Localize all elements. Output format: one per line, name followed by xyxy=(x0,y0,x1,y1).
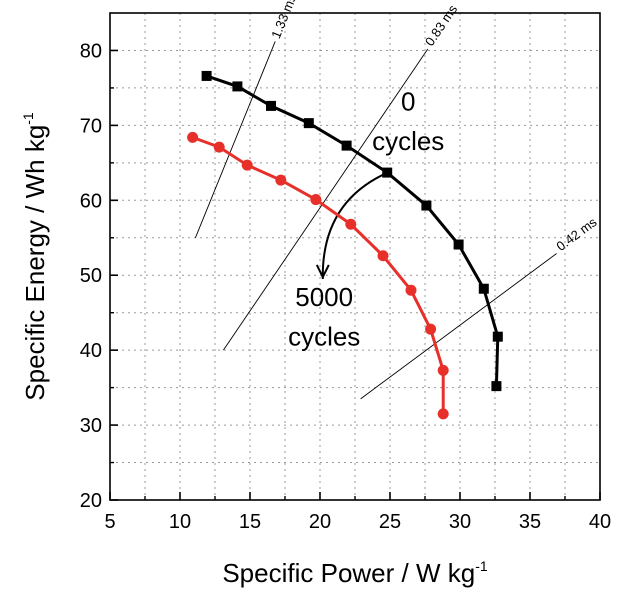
y-axis-title-sup: -1 xyxy=(20,112,36,125)
time-constant-line xyxy=(194,41,276,238)
data-point xyxy=(405,284,417,296)
x-tick-label: 25 xyxy=(379,511,401,533)
x-tick-label: 15 xyxy=(239,511,261,533)
time-constant-label: 0.42 ms xyxy=(553,214,599,254)
y-axis-title-text: Specific Energy / Wh kg xyxy=(20,125,50,401)
y-tick-label: 30 xyxy=(80,415,102,437)
x-axis-title-text: Specific Power / W kg xyxy=(222,558,475,588)
grid xyxy=(110,13,600,500)
y-tick-label: 40 xyxy=(80,340,102,362)
annotation-label: 0 xyxy=(401,86,415,116)
ticks: 5 10 15 20 25 30 35 40 20 30 40 50 60 70 80 xyxy=(80,40,611,533)
data-point xyxy=(232,81,243,92)
y-tick-label: 60 xyxy=(80,190,102,212)
y-tick-label: 70 xyxy=(80,115,102,137)
x-tick-label: 20 xyxy=(309,511,331,533)
x-tick-label: 10 xyxy=(169,511,191,533)
data-point xyxy=(345,218,357,230)
data-point xyxy=(341,140,352,151)
annotations: 0 cycles 5000 cycles xyxy=(288,86,444,351)
time-constant-label: 0.83 ms xyxy=(422,2,461,49)
data-point xyxy=(425,323,437,335)
annotation-label: cycles xyxy=(288,322,360,352)
x-tick-label: 5 xyxy=(104,511,115,533)
annotation-label: cycles xyxy=(372,126,444,156)
annotation-label: 5000 xyxy=(295,282,353,312)
data-point xyxy=(478,283,489,294)
x-axis-title-sup: -1 xyxy=(475,558,488,574)
data-point xyxy=(310,194,322,206)
data-point xyxy=(275,174,287,186)
x-tick-label: 40 xyxy=(589,511,611,533)
data-point xyxy=(453,239,464,250)
data-point xyxy=(187,131,199,143)
data-point xyxy=(303,118,314,129)
data-point xyxy=(492,331,503,342)
data-point xyxy=(421,200,432,211)
time-constant-label: 1.33 ms xyxy=(268,0,299,41)
data-point xyxy=(377,250,389,262)
data-point xyxy=(437,364,449,376)
time-constant-lines: 1.33 ms 0.83 ms 0.42 ms xyxy=(194,0,600,400)
time-constant-line xyxy=(360,253,557,400)
arrow-head xyxy=(315,264,330,280)
x-tick-label: 35 xyxy=(519,511,541,533)
data-point xyxy=(241,159,253,171)
y-tick-label: 20 xyxy=(80,490,102,512)
y-tick-label: 80 xyxy=(80,40,102,62)
data-point xyxy=(213,141,225,153)
y-axis-title: Specific Energy / Wh kg-1 xyxy=(20,112,50,401)
x-tick-label: 30 xyxy=(449,511,471,533)
data-point xyxy=(491,381,502,392)
x-axis-title: Specific Power / W kg-1 xyxy=(222,558,488,588)
data-point xyxy=(382,167,393,178)
data-point xyxy=(201,70,212,81)
time-constant-line xyxy=(223,48,429,351)
y-tick-label: 50 xyxy=(80,265,102,287)
data-point xyxy=(266,100,276,111)
data-point xyxy=(437,408,449,420)
data-series xyxy=(187,70,503,420)
